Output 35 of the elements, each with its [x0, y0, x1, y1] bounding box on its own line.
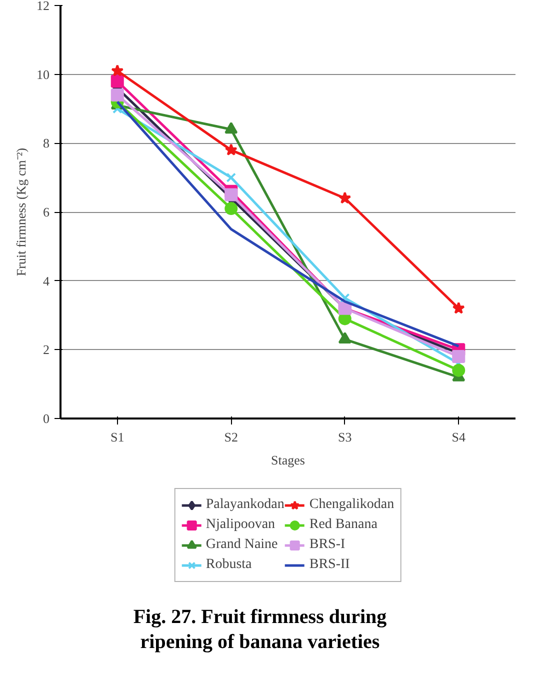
y-tick-label: 12	[36, 0, 50, 13]
y-tick-label: 10	[36, 66, 50, 82]
point	[110, 74, 124, 88]
x-axis-title: Stages	[271, 452, 305, 468]
point	[452, 364, 466, 377]
y-tick-label: 8	[43, 136, 50, 151]
text: Fig. 27. Fruit firmness during ripening of banana varieties	[132, 605, 388, 655]
legend-label: Njalipoovan	[206, 517, 276, 533]
x-tick-label: S2	[224, 430, 238, 444]
point	[452, 350, 466, 364]
point	[224, 202, 238, 216]
legend-label: Chengalikodan	[309, 497, 394, 513]
legend-label: BRS-II	[309, 557, 350, 573]
point	[110, 88, 124, 102]
y-axis-title: Fruit firmness (Kg cm⁻²)	[14, 148, 28, 276]
legend-label: Robusta	[206, 557, 252, 573]
x-tick-label: S1	[110, 430, 124, 444]
point	[226, 172, 236, 182]
y-tick-label: 6	[43, 204, 50, 220]
legend-label: Red Banana	[309, 517, 378, 533]
point	[338, 192, 352, 204]
point	[111, 64, 124, 76]
point	[224, 144, 238, 156]
x-tick-label: S3	[338, 430, 352, 444]
x-tick-label: S4	[452, 430, 466, 444]
point	[452, 302, 465, 314]
y-tick-label: 0	[43, 411, 50, 426]
y-tick-label: 4	[43, 273, 50, 288]
point	[340, 293, 350, 303]
point	[224, 188, 238, 202]
legend-label: Palayankodan	[206, 497, 284, 513]
legend-label: BRS-I	[309, 537, 346, 553]
point	[224, 122, 238, 134]
legend-label: Grand Naine	[206, 537, 278, 553]
y-tick-label: 2	[43, 342, 50, 358]
